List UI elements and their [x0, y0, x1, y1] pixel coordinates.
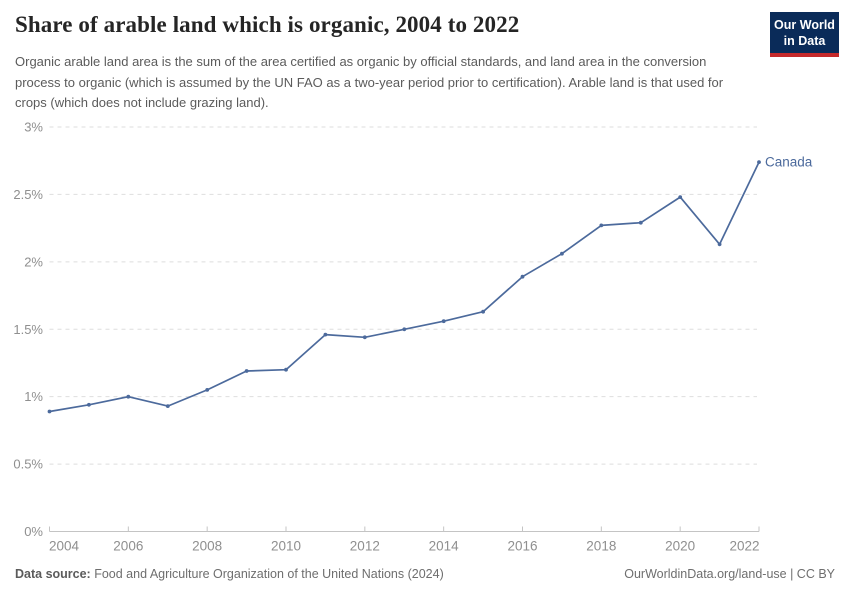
line-chart[interactable]: 0% 0.5% 1% 1.5% 2% 2.5% 3% 2004 2006 2008 2010 2012…: [0, 110, 850, 562]
data-point-2022[interactable]: [757, 160, 761, 164]
x-tick-label: 2022: [729, 539, 759, 554]
data-point-2006[interactable]: [126, 394, 131, 399]
data-point-2008[interactable]: [205, 388, 210, 392]
data-point-2007[interactable]: [165, 404, 170, 408]
data-point-2018[interactable]: [599, 223, 604, 228]
x-tick-label: 2018: [586, 539, 616, 554]
y-tick-label: 0%: [24, 524, 43, 539]
y-tick-label: 2%: [24, 254, 43, 269]
data-point-2020[interactable]: [678, 195, 683, 199]
data-point-2019[interactable]: [638, 220, 643, 225]
series-line-canada[interactable]: [48, 161, 760, 413]
data-point-2014[interactable]: [441, 319, 446, 324]
x-tick-label: 2006: [113, 539, 143, 554]
data-point-2004[interactable]: [47, 409, 52, 414]
y-tick-label: 0.5%: [13, 457, 43, 472]
x-tick-label: 2010: [271, 539, 301, 554]
data-point-2015[interactable]: [481, 309, 485, 314]
data-point-2010[interactable]: [284, 367, 288, 372]
x-tick-label: 2004: [49, 539, 80, 554]
data-point-2005[interactable]: [87, 402, 91, 407]
owid-logo[interactable]: Our World in Data: [770, 12, 839, 57]
data-source-text: Food and Agriculture Organization of the…: [94, 567, 444, 581]
credit-link[interactable]: OurWorldinData.org/land-use | CC BY: [624, 567, 835, 581]
y-tick-label: 1.5%: [13, 322, 43, 337]
page-title: Share of arable land which is organic, 2…: [15, 12, 520, 37]
x-tick-label: 2020: [665, 539, 695, 554]
chart-footer: Data source: Food and Agriculture Organi…: [15, 567, 835, 581]
data-point-2013[interactable]: [402, 327, 407, 332]
data-source: Data source: Food and Agriculture Organi…: [15, 567, 444, 581]
x-tick-label: 2008: [192, 539, 222, 554]
data-point-2017[interactable]: [560, 251, 564, 256]
data-point-2011[interactable]: [323, 332, 328, 337]
data-source-label: Data source:: [15, 567, 91, 581]
data-point-2021[interactable]: [717, 242, 722, 247]
y-tick-label: 2.5%: [13, 187, 43, 202]
x-tick-label: 2012: [350, 539, 380, 554]
y-tick-label: 3%: [24, 120, 43, 135]
x-tick-label: 2016: [507, 539, 537, 554]
chart-subtitle: Organic arable land area is the sum of t…: [15, 54, 724, 110]
data-point-2012[interactable]: [362, 335, 367, 340]
x-tick-label: 2014: [429, 539, 460, 554]
y-tick-label: 1%: [24, 389, 43, 404]
data-point-2016[interactable]: [520, 274, 525, 279]
owid-logo-line2: in Data: [783, 34, 826, 49]
data-point-2009[interactable]: [244, 369, 249, 373]
owid-logo-line1: Our World: [774, 18, 835, 32]
entity-label-canada[interactable]: Canada: [765, 155, 813, 170]
